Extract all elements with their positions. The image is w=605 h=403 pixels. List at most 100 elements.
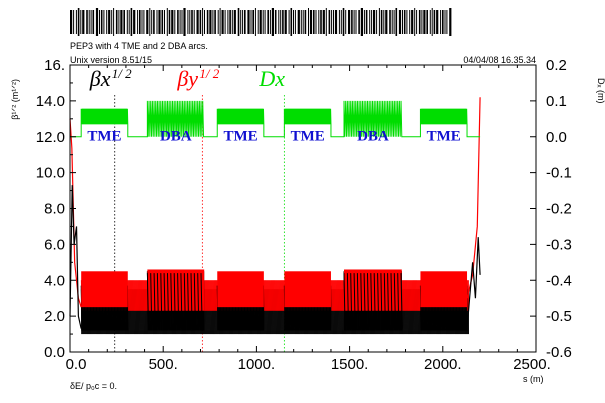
region-label-tme: TME xyxy=(223,128,257,144)
lattice-element xyxy=(322,10,325,34)
y-left-tick-label: 10.0 xyxy=(36,165,65,182)
lattice-element xyxy=(82,10,85,34)
lattice-element xyxy=(168,10,171,34)
lattice-element xyxy=(252,10,254,34)
y-right-tick-label: -0.6 xyxy=(546,344,572,361)
energy-deviation-note: δE/ p₀c = 0. xyxy=(70,381,117,391)
lattice-element xyxy=(334,10,338,34)
lattice-element xyxy=(446,10,448,34)
lattice-element xyxy=(153,10,155,34)
lattice-element xyxy=(191,10,193,34)
x-tick-label: 2000. xyxy=(424,356,462,373)
lattice-element xyxy=(118,10,120,34)
lattice-element xyxy=(418,10,421,34)
lattice-element xyxy=(328,10,331,34)
lattice-element xyxy=(73,10,75,34)
lattice-element xyxy=(231,10,233,34)
lattice-element xyxy=(402,10,403,34)
lattice-element xyxy=(181,10,183,34)
x-tick-label: 0.0 xyxy=(66,356,87,373)
beta-y-arc-band xyxy=(420,271,468,308)
lattice-element xyxy=(166,8,168,36)
y-left-tick-label: 4.0 xyxy=(44,272,65,289)
lattice-element xyxy=(111,10,113,34)
beta-end-peaks xyxy=(69,97,481,329)
beta-y-tme-arc xyxy=(217,271,264,308)
lattice-element xyxy=(257,10,259,34)
lattice-element xyxy=(189,10,191,34)
lattice-element xyxy=(426,10,428,34)
y-left-tick-label: 16. xyxy=(44,57,65,74)
lattice-element xyxy=(302,10,304,34)
lattice-element xyxy=(440,10,442,34)
lattice-element xyxy=(108,10,111,34)
lattice-element xyxy=(309,10,313,34)
legend-label: βx xyxy=(89,66,111,91)
lattice-element xyxy=(271,8,274,36)
dispersion-line xyxy=(70,100,481,138)
lattice-element xyxy=(406,10,408,34)
dispersion-tme-band xyxy=(218,108,264,125)
lattice-element xyxy=(393,10,395,34)
lattice-element xyxy=(373,10,376,34)
lattice-element xyxy=(411,10,414,34)
region-label-tme: TME xyxy=(87,128,121,144)
lattice-element xyxy=(380,10,383,34)
dba-stripe xyxy=(343,273,403,329)
region-label-dba: DBA xyxy=(160,128,192,144)
lattice-element xyxy=(376,10,378,34)
lattice-element xyxy=(164,10,165,34)
lattice-element xyxy=(389,10,391,34)
lattice-element xyxy=(106,10,108,34)
lattice-element xyxy=(378,8,380,36)
legend-label: βy xyxy=(176,66,198,91)
lattice-element xyxy=(398,10,402,34)
axes: 0.0 500. 1000. 1500. 2000. 2500. 0.0 2.0 4.0 6.0 8… xyxy=(36,57,572,373)
beta-y-exit-peak xyxy=(466,97,481,299)
lattice-element xyxy=(130,8,133,36)
lattice-layout-barcode xyxy=(70,8,452,36)
lattice-element xyxy=(409,10,411,34)
beta-x-exit-peak xyxy=(466,237,481,329)
lattice-element xyxy=(293,10,294,34)
beta-y-arc-band xyxy=(284,271,331,308)
lattice-element xyxy=(240,10,242,34)
lattice-element xyxy=(333,10,334,34)
lattice-element xyxy=(224,10,226,34)
lattice-element xyxy=(325,8,327,36)
beta-x-dba-stripes xyxy=(146,273,203,329)
lattice-element xyxy=(351,10,353,34)
beta-x-entry-peak xyxy=(69,185,82,329)
lattice-element xyxy=(217,10,219,34)
lattice-element xyxy=(254,8,256,36)
y-left-tick-label: 2.0 xyxy=(44,308,65,325)
beta-y-dba-arc xyxy=(147,269,205,311)
lattice-element xyxy=(100,10,103,34)
beta-y-straight xyxy=(80,280,470,311)
lattice-element xyxy=(355,10,357,34)
dispersion-series xyxy=(70,100,481,138)
lattice-element xyxy=(143,10,145,34)
lattice-element xyxy=(403,10,406,34)
legend: βx 1/ 2 βy 1/ 2 Dx xyxy=(89,66,286,91)
region-label-tme: TME xyxy=(427,128,461,144)
lattice-element xyxy=(141,10,143,34)
lattice-element xyxy=(338,10,340,34)
lattice-element xyxy=(151,10,153,34)
lattice-element xyxy=(199,10,202,34)
lattice-element xyxy=(259,10,262,34)
chart-title: PEP3 with 4 TME and 2 DBA arcs. xyxy=(70,41,208,51)
y-left-tick-label: 12.0 xyxy=(36,129,65,146)
lattice-element xyxy=(193,10,195,34)
lattice-element xyxy=(229,10,231,34)
lattice-element xyxy=(221,10,224,34)
y-left-tick-label: 0.0 xyxy=(44,344,65,361)
y-right-tick-label: 0.1 xyxy=(546,93,567,110)
lattice-element xyxy=(70,10,73,34)
lattice-element xyxy=(288,10,290,34)
lattice-element xyxy=(158,10,161,34)
lattice-element xyxy=(363,10,365,34)
lattice-element xyxy=(294,10,296,34)
beta-x-tme-arc-oscillation xyxy=(216,285,265,331)
lattice-element xyxy=(436,10,439,34)
